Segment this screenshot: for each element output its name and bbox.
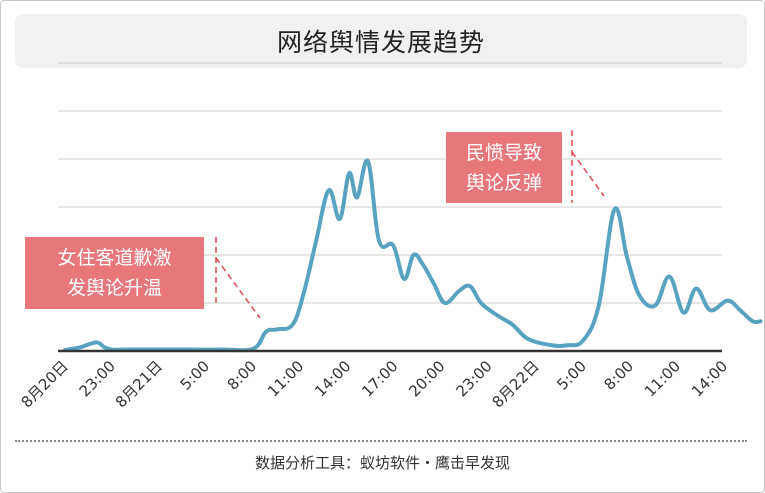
x-tick-label: 11:00 bbox=[641, 357, 684, 400]
x-tick-label: 17:00 bbox=[358, 357, 401, 400]
footer-divider bbox=[15, 440, 747, 442]
x-tick-label: 5:00 bbox=[177, 357, 214, 394]
annotation-1-line1: 女住客道歉激 bbox=[57, 247, 172, 269]
x-tick-label: 8月21日 bbox=[112, 357, 166, 411]
annotation-box-1: 女住客道歉激 发舆论升温 bbox=[25, 237, 204, 309]
x-tick-label: 14:00 bbox=[311, 357, 354, 400]
annotation-guides bbox=[215, 130, 605, 319]
annotation-guide-diagonal bbox=[571, 151, 605, 197]
x-tick-label: 8月22日 bbox=[489, 357, 543, 411]
x-tick-label: 5:00 bbox=[553, 357, 590, 394]
x-tick-label: 8月20日 bbox=[18, 357, 72, 411]
series-line bbox=[63, 158, 763, 353]
annotation-1-line2: 发舆论升温 bbox=[66, 277, 162, 299]
x-tick-label: 20:00 bbox=[405, 357, 448, 400]
title-bar: 网络舆情发展趋势 bbox=[15, 14, 747, 68]
x-tick-label: 23:00 bbox=[452, 357, 495, 400]
x-tick-label: 8:00 bbox=[600, 357, 637, 394]
data-source: 数据分析工具：蚁坊软件・鹰击早发现 bbox=[254, 454, 510, 472]
chart-title: 网络舆情发展趋势 bbox=[276, 28, 485, 57]
annotation-guide-diagonal bbox=[215, 257, 261, 319]
x-tick-label: 23:00 bbox=[76, 357, 119, 400]
grid-lines bbox=[58, 62, 722, 304]
x-tick-label: 8:00 bbox=[224, 357, 261, 394]
annotation-2-line2: 舆论反弹 bbox=[465, 171, 542, 194]
x-tick-label: 14:00 bbox=[688, 357, 731, 400]
annotation-box-2: 民愤导致 舆论反弹 bbox=[446, 132, 562, 203]
annotation-2-line1: 民愤导致 bbox=[465, 141, 542, 164]
x-tick-label: 11:00 bbox=[264, 357, 307, 400]
